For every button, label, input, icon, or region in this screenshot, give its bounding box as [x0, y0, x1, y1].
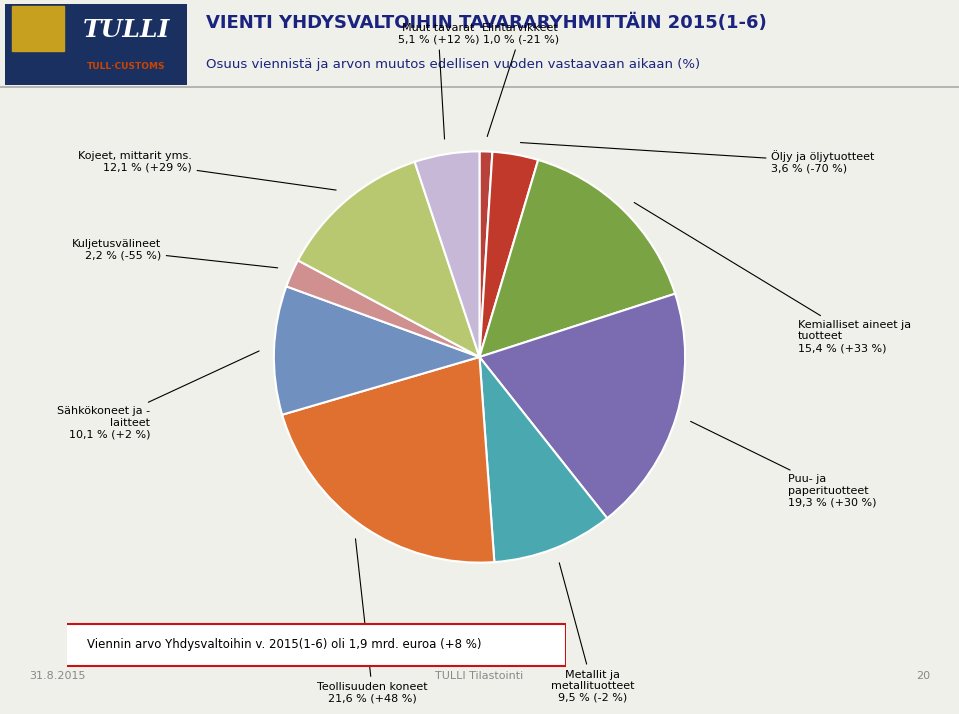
Text: Osuus viennistä ja arvon muutos edellisen vuoden vastaavaan aikaan (%): Osuus viennistä ja arvon muutos edellise…: [206, 59, 700, 71]
Wedge shape: [282, 357, 494, 563]
Text: Öljy ja öljytuotteet
3,6 % (-70 %): Öljy ja öljytuotteet 3,6 % (-70 %): [521, 143, 875, 174]
Wedge shape: [287, 261, 480, 357]
FancyBboxPatch shape: [5, 4, 187, 86]
Wedge shape: [480, 357, 607, 562]
FancyBboxPatch shape: [12, 6, 64, 51]
Text: Kemialliset aineet ja
tuotteet
15,4 % (+33 %): Kemialliset aineet ja tuotteet 15,4 % (+…: [634, 203, 911, 353]
Wedge shape: [298, 162, 480, 357]
Text: TULLI Tilastointi: TULLI Tilastointi: [435, 671, 524, 681]
Wedge shape: [274, 286, 480, 415]
Text: Sähkökoneet ja -
laitteet
10,1 % (+2 %): Sähkökoneet ja - laitteet 10,1 % (+2 %): [58, 351, 259, 439]
Text: 31.8.2015: 31.8.2015: [29, 671, 85, 681]
Wedge shape: [414, 151, 480, 357]
Text: Puu- ja
paperituotteet
19,3 % (+30 %): Puu- ja paperituotteet 19,3 % (+30 %): [690, 421, 877, 507]
Text: Teollisuuden koneet
21,6 % (+48 %): Teollisuuden koneet 21,6 % (+48 %): [317, 539, 428, 703]
Text: Elintarvikkeet
1,0 % (-21 %): Elintarvikkeet 1,0 % (-21 %): [482, 23, 559, 136]
Text: TULLI: TULLI: [82, 18, 171, 41]
FancyBboxPatch shape: [62, 623, 566, 666]
Text: 20: 20: [916, 671, 930, 681]
Wedge shape: [480, 151, 492, 357]
Wedge shape: [480, 293, 685, 518]
Text: Muut tavarat
5,1 % (+12 %): Muut tavarat 5,1 % (+12 %): [398, 23, 480, 139]
Text: VIENTI YHDYSVALTOIHIN TAVARARYHMITTÄIN 2015(1-6): VIENTI YHDYSVALTOIHIN TAVARARYHMITTÄIN 2…: [206, 14, 767, 32]
Text: Viennin arvo Yhdysvaltoihin v. 2015(1-6) oli 1,9 mrd. euroa (+8 %): Viennin arvo Yhdysvaltoihin v. 2015(1-6)…: [87, 638, 481, 651]
Text: Kuljetusvälineet
2,2 % (-55 %): Kuljetusvälineet 2,2 % (-55 %): [72, 239, 278, 268]
Wedge shape: [480, 152, 538, 357]
Text: TULL·CUSTOMS: TULL·CUSTOMS: [87, 62, 166, 71]
Wedge shape: [480, 160, 675, 357]
Text: Metallit ja
metallituotteet
9,5 % (-2 %): Metallit ja metallituotteet 9,5 % (-2 %): [550, 563, 634, 703]
Text: Kojeet, mittarit yms.
12,1 % (+29 %): Kojeet, mittarit yms. 12,1 % (+29 %): [78, 151, 336, 190]
